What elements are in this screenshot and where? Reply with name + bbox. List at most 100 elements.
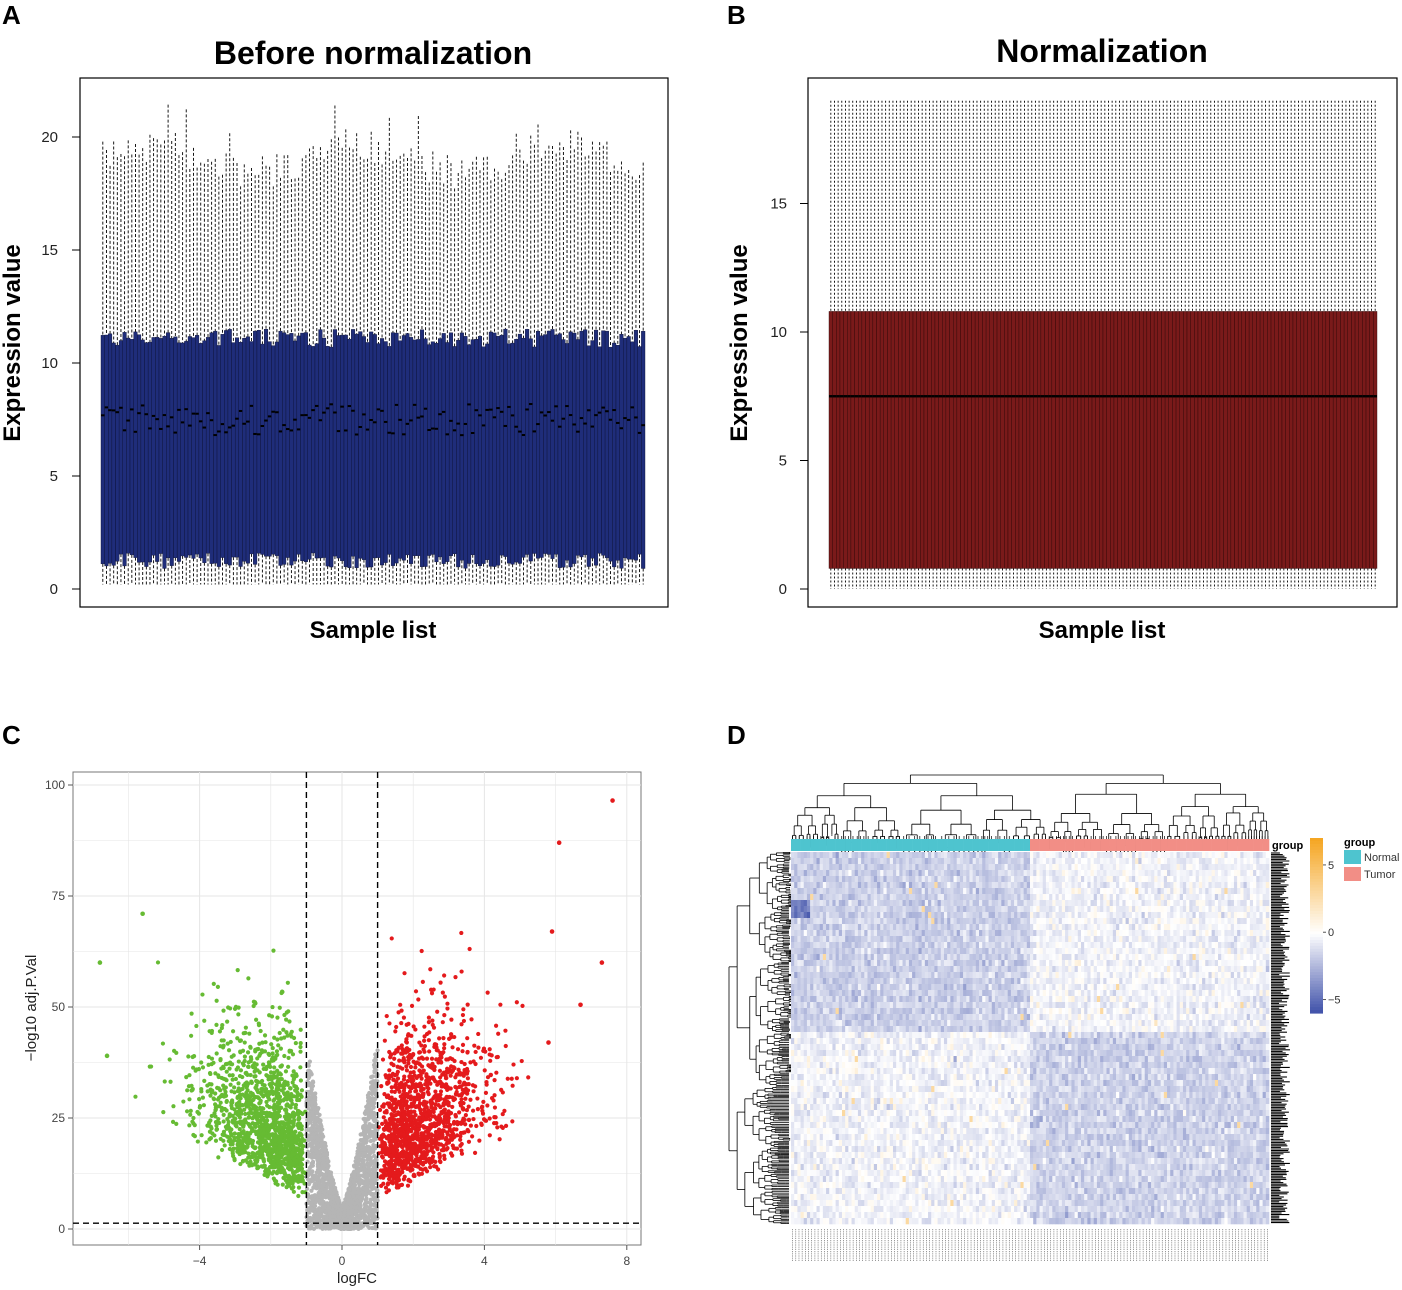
b-box: [1029, 311, 1034, 569]
c-point-up: [379, 1183, 384, 1189]
c-point-up: [491, 1098, 496, 1103]
panel-letter-c: C: [2, 720, 21, 750]
c-point-up: [449, 1032, 454, 1037]
c-point-ns: [328, 1214, 333, 1220]
c-point-up: [428, 1098, 433, 1103]
c-point-ns: [311, 1203, 316, 1208]
b-box: [1037, 311, 1042, 569]
b-box: [1241, 311, 1246, 569]
c-point-up: [431, 987, 436, 992]
b-box: [1329, 311, 1334, 569]
c-point-up: [413, 1027, 418, 1032]
c-point-down: [214, 1127, 219, 1132]
c-point-down: [221, 1119, 226, 1124]
b-box: [1354, 311, 1359, 569]
b-ytick-label: 0: [779, 581, 787, 598]
c-point-up: [427, 1049, 432, 1054]
c-point-up: [425, 1149, 430, 1154]
b-box: [1285, 311, 1290, 569]
c-point-ns: [321, 1223, 327, 1229]
c-point-ns: [310, 1139, 315, 1144]
c-point-up: [389, 1097, 395, 1103]
c-point-up: [443, 1076, 449, 1081]
b-box: [949, 311, 954, 569]
c-point-down: [214, 1022, 219, 1027]
a-box: [583, 329, 588, 555]
c-point-up: [446, 1068, 451, 1073]
b-box: [1077, 311, 1082, 569]
c-point-up: [381, 1115, 386, 1120]
c-point-ns: [350, 1184, 355, 1189]
c-point-down: [219, 1147, 225, 1153]
c-point-ns: [318, 1122, 323, 1127]
a-box: [554, 334, 559, 555]
c-point-up: [463, 1096, 468, 1101]
a-box: [438, 338, 443, 558]
c-point-up: [440, 1020, 445, 1025]
c-point-ns: [316, 1216, 322, 1221]
c-point-up: [387, 1163, 392, 1169]
c-point-ns: [372, 1144, 377, 1149]
c-point-up: [471, 1089, 476, 1094]
b-box: [1227, 311, 1232, 569]
c-point-up: [485, 990, 490, 995]
c-point-up: [500, 1111, 505, 1117]
c-point-down: [276, 1043, 281, 1048]
c-point-up: [440, 1072, 445, 1077]
c-point-up: [414, 1148, 419, 1154]
c-point-up: [393, 1082, 398, 1088]
c-point-up: [426, 1092, 431, 1097]
c-point-up: [440, 1128, 445, 1133]
c-point-up: [395, 1119, 400, 1124]
a-box: [209, 332, 214, 564]
c-point-ns: [366, 1103, 371, 1108]
a-box: [137, 334, 142, 563]
c-point-up: [416, 1164, 421, 1169]
c-point-ns: [323, 1141, 328, 1146]
c-point-up: [389, 936, 394, 941]
c-point-up: [497, 1137, 502, 1142]
c-point-up: [467, 946, 472, 952]
c-point-ns: [366, 1116, 371, 1121]
b-box: [879, 311, 885, 569]
a-box: [528, 338, 533, 562]
b-box: [1216, 311, 1221, 569]
a-box: [191, 337, 196, 559]
c-point-up: [429, 1056, 435, 1061]
b-box: [1040, 311, 1045, 569]
b-box: [850, 311, 855, 569]
c-point-up: [487, 1052, 492, 1057]
c-point-up: [387, 1168, 392, 1173]
c-point-down: [194, 1023, 199, 1029]
b-box: [956, 311, 961, 569]
b-box: [1168, 311, 1173, 569]
c-point-up: [400, 1066, 405, 1071]
b-box: [1237, 311, 1243, 569]
c-point-up: [459, 1022, 464, 1027]
c-point-up: [466, 1117, 472, 1123]
a-box: [318, 329, 323, 559]
c-point-ns: [363, 1205, 368, 1211]
a-box: [615, 344, 620, 561]
c-point-up: [496, 1031, 501, 1036]
panel-b-xlabel: Sample list: [1039, 617, 1166, 644]
a-box: [481, 346, 486, 564]
c-point-up: [473, 1061, 478, 1067]
c-point-up: [445, 1139, 450, 1144]
b-box: [1340, 311, 1345, 569]
c-point-up: [393, 1029, 398, 1034]
c-point-up: [432, 1124, 437, 1129]
c-point-up: [519, 1058, 524, 1064]
c-point-up: [455, 1047, 461, 1052]
b-box: [865, 311, 870, 569]
a-box: [205, 337, 211, 554]
c-point-up: [398, 1002, 403, 1007]
c-point-up: [391, 1134, 396, 1139]
c-point-ns: [316, 1210, 321, 1215]
c-point-ns: [308, 1153, 314, 1158]
c-point-up: [423, 1166, 428, 1171]
a-box: [231, 342, 236, 558]
c-point-ns: [321, 1146, 326, 1151]
a-box: [347, 338, 352, 568]
b-box: [1146, 311, 1151, 569]
